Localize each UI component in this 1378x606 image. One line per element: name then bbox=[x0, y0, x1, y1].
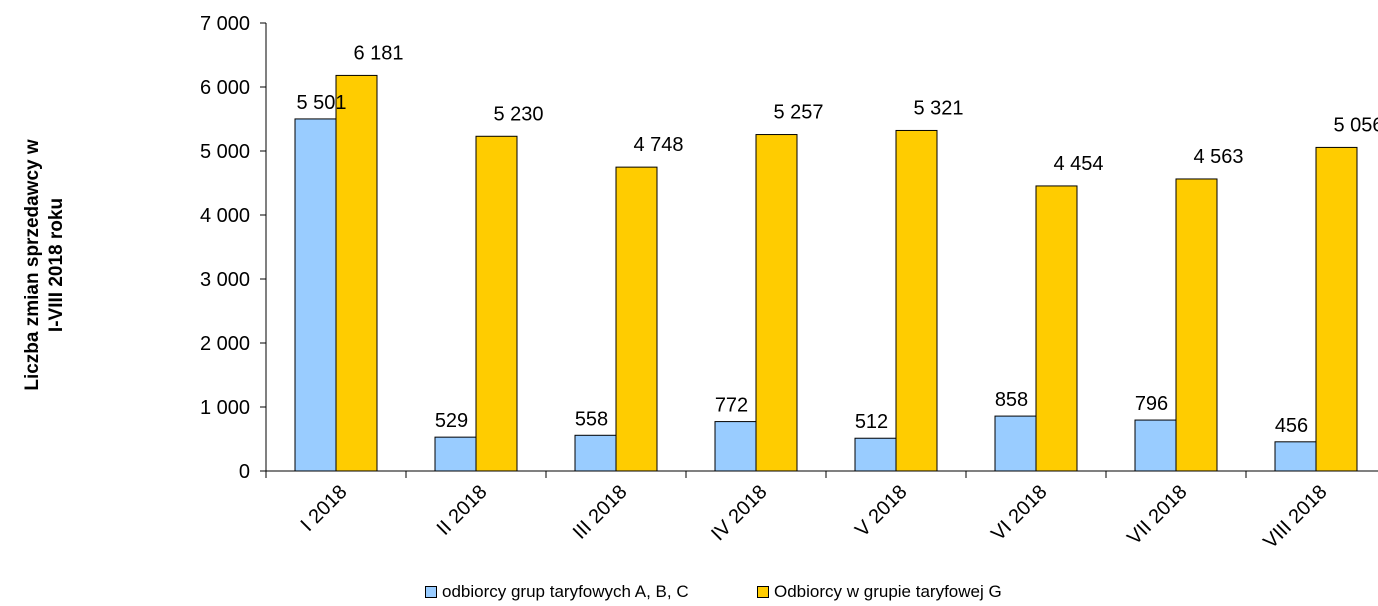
x-tick-label: I 2018 bbox=[297, 481, 352, 536]
y-tick-label: 1 000 bbox=[200, 397, 250, 419]
data-label-g: 5 257 bbox=[773, 102, 823, 124]
legend: odbiorcy grup taryfowych A, B, C Odbiorc… bbox=[0, 582, 1378, 606]
legend-item-abc: odbiorcy grup taryfowych A, B, C bbox=[425, 582, 689, 602]
bar-abc bbox=[574, 434, 617, 472]
bar-abc bbox=[854, 437, 897, 472]
y-tick-label: 6 000 bbox=[200, 77, 250, 99]
data-label-g: 4 748 bbox=[633, 134, 683, 156]
bar-g bbox=[615, 166, 658, 472]
data-label-g: 4 454 bbox=[1053, 153, 1103, 175]
bar-g bbox=[335, 74, 378, 472]
y-tick-label: 3 000 bbox=[200, 269, 250, 291]
x-tick-label: II 2018 bbox=[433, 481, 492, 540]
y-tick-label: 0 bbox=[239, 461, 250, 483]
bar-abc bbox=[994, 415, 1037, 472]
data-label-abc: 858 bbox=[995, 389, 1028, 411]
data-label-g: 5 056 bbox=[1333, 114, 1378, 136]
data-label-abc: 796 bbox=[1135, 393, 1168, 415]
bar-abc bbox=[714, 421, 757, 472]
bar-abc bbox=[1134, 419, 1177, 472]
legend-swatch-g bbox=[757, 586, 769, 598]
data-label-abc: 772 bbox=[715, 395, 748, 417]
x-tick-label: IV 2018 bbox=[707, 481, 771, 545]
legend-item-g: Odbiorcy w grupie taryfowej G bbox=[757, 582, 1002, 602]
data-label-abc: 558 bbox=[575, 408, 608, 430]
x-tick-label: III 2018 bbox=[569, 481, 632, 544]
bar-g bbox=[895, 129, 938, 472]
x-tick-label: VIII 2018 bbox=[1259, 481, 1331, 553]
x-tick-label: VII 2018 bbox=[1123, 481, 1191, 549]
bar-g bbox=[1175, 178, 1218, 472]
data-label-g: 5 230 bbox=[493, 103, 543, 125]
data-label-abc: 529 bbox=[435, 410, 468, 432]
y-tick-label: 2 000 bbox=[200, 333, 250, 355]
data-label-abc: 512 bbox=[855, 411, 888, 433]
legend-label-abc: odbiorcy grup taryfowych A, B, C bbox=[442, 582, 689, 601]
y-tick-label: 7 000 bbox=[200, 13, 250, 35]
bar-g bbox=[1315, 146, 1358, 472]
bar-g bbox=[755, 134, 798, 472]
bar-g bbox=[475, 135, 518, 472]
legend-swatch-abc bbox=[425, 586, 437, 598]
bar-abc bbox=[294, 118, 337, 472]
y-tick-label: 5 000 bbox=[200, 141, 250, 163]
data-label-g: 6 181 bbox=[353, 42, 403, 64]
bar-g bbox=[1035, 185, 1078, 472]
data-label-abc: 5 501 bbox=[296, 92, 346, 114]
data-label-g: 5 321 bbox=[913, 97, 963, 119]
bar-abc bbox=[434, 436, 477, 472]
x-tick-label: V 2018 bbox=[851, 481, 911, 541]
y-tick-label: 4 000 bbox=[200, 205, 250, 227]
x-tick-label: VI 2018 bbox=[987, 481, 1051, 545]
bar-abc bbox=[1274, 441, 1317, 472]
legend-label-g: Odbiorcy w grupie taryfowej G bbox=[774, 582, 1002, 601]
data-label-g: 4 563 bbox=[1193, 146, 1243, 168]
data-label-abc: 456 bbox=[1275, 415, 1308, 437]
